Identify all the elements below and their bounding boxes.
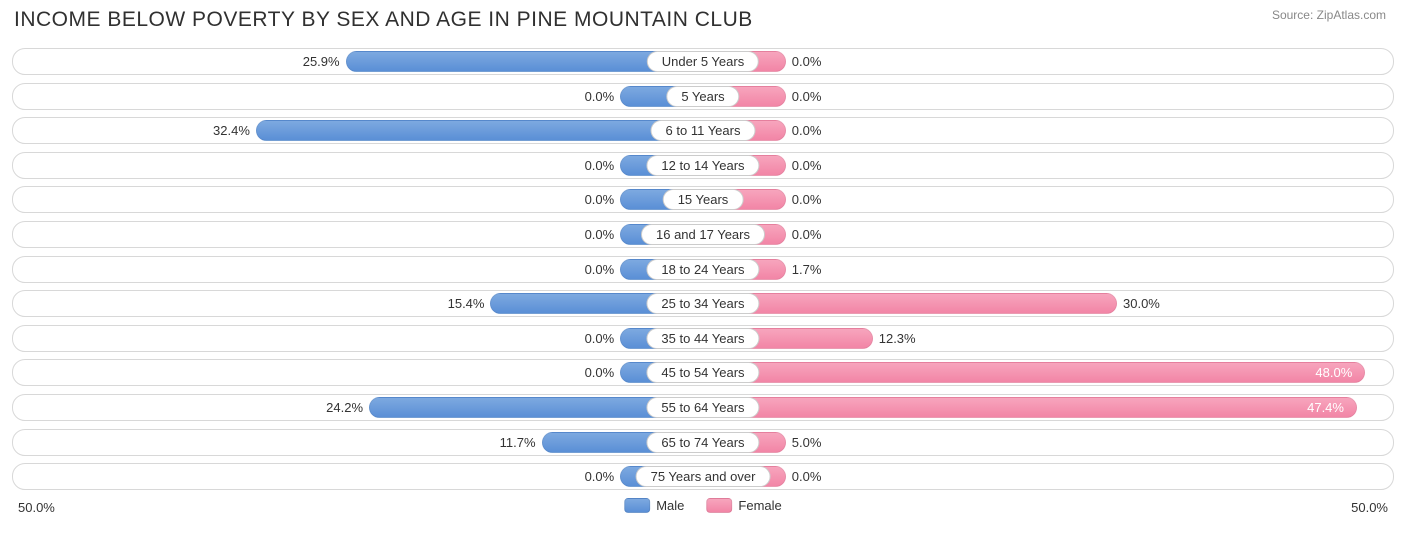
female-bar xyxy=(703,362,1365,383)
category-label: Under 5 Years xyxy=(647,51,759,72)
category-label: 12 to 14 Years xyxy=(646,155,759,176)
category-label: 65 to 74 Years xyxy=(646,432,759,453)
male-value-label: 0.0% xyxy=(585,464,615,489)
category-label: 55 to 64 Years xyxy=(646,397,759,418)
chart-row: 0.0% 0.0% 12 to 14 Years xyxy=(12,152,1394,179)
chart-row: 0.0% 12.3% 35 to 44 Years xyxy=(12,325,1394,352)
legend-female-label: Female xyxy=(738,498,781,513)
chart-row: 0.0% 0.0% 16 and 17 Years xyxy=(12,221,1394,248)
male-swatch-icon xyxy=(624,498,650,513)
male-bar xyxy=(256,120,703,141)
female-bar xyxy=(703,293,1117,314)
legend-female: Female xyxy=(706,498,781,513)
axis-row: 50.0% 50.0% Male Female xyxy=(12,498,1394,520)
chart-row: 0.0% 0.0% 75 Years and over xyxy=(12,463,1394,490)
chart-row: 0.0% 0.0% 5 Years xyxy=(12,83,1394,110)
source-attribution: Source: ZipAtlas.com xyxy=(1272,8,1386,22)
male-value-label: 0.0% xyxy=(585,222,615,247)
female-swatch-icon xyxy=(706,498,732,513)
female-value-label: 0.0% xyxy=(792,464,822,489)
chart-row: 0.0% 0.0% 15 Years xyxy=(12,186,1394,213)
male-value-label: 0.0% xyxy=(585,187,615,212)
female-value-label: 0.0% xyxy=(792,187,822,212)
legend-male-label: Male xyxy=(656,498,684,513)
legend-male: Male xyxy=(624,498,684,513)
category-label: 45 to 54 Years xyxy=(646,362,759,383)
female-value-label: 30.0% xyxy=(1123,291,1160,316)
male-value-label: 11.7% xyxy=(500,430,536,455)
female-value-label: 0.0% xyxy=(792,222,822,247)
category-label: 18 to 24 Years xyxy=(646,259,759,280)
chart-row: 25.9% 0.0% Under 5 Years xyxy=(12,48,1394,75)
category-label: 15 Years xyxy=(663,189,744,210)
axis-right-label: 50.0% xyxy=(1351,500,1388,515)
chart-row: 24.2% 47.4% 55 to 64 Years xyxy=(12,394,1394,421)
poverty-chart: 25.9% 0.0% Under 5 Years 0.0% 0.0% 5 Years 32.… xyxy=(12,48,1394,520)
female-value-label: 5.0% xyxy=(792,430,822,455)
category-label: 16 and 17 Years xyxy=(641,224,765,245)
female-value-label: 0.0% xyxy=(792,153,822,178)
chart-row: 11.7% 5.0% 65 to 74 Years xyxy=(12,429,1394,456)
legend: Male Female xyxy=(624,498,782,513)
chart-row: 0.0% 48.0% 45 to 54 Years xyxy=(12,359,1394,386)
category-label: 75 Years and over xyxy=(636,466,771,487)
female-value-label: 1.7% xyxy=(792,257,822,282)
female-value-label: 0.0% xyxy=(792,49,822,74)
male-value-label: 0.0% xyxy=(585,153,615,178)
male-value-label: 0.0% xyxy=(585,257,615,282)
chart-row: 0.0% 1.7% 18 to 24 Years xyxy=(12,256,1394,283)
female-value-label: 47.4% xyxy=(1307,395,1344,420)
female-bar xyxy=(703,397,1357,418)
category-label: 35 to 44 Years xyxy=(646,328,759,349)
male-value-label: 0.0% xyxy=(585,360,615,385)
male-value-label: 15.4% xyxy=(448,291,485,316)
female-value-label: 0.0% xyxy=(792,118,822,143)
male-value-label: 24.2% xyxy=(326,395,363,420)
category-label: 5 Years xyxy=(666,86,739,107)
female-value-label: 12.3% xyxy=(879,326,916,351)
female-value-label: 48.0% xyxy=(1315,360,1352,385)
male-value-label: 0.0% xyxy=(585,326,615,351)
category-label: 6 to 11 Years xyxy=(651,120,756,141)
female-value-label: 0.0% xyxy=(792,84,822,109)
male-value-label: 32.4% xyxy=(213,118,250,143)
category-label: 25 to 34 Years xyxy=(646,293,759,314)
male-value-label: 25.9% xyxy=(303,49,340,74)
chart-title: INCOME BELOW POVERTY BY SEX AND AGE IN P… xyxy=(14,8,753,32)
chart-row: 32.4% 0.0% 6 to 11 Years xyxy=(12,117,1394,144)
chart-row: 15.4% 30.0% 25 to 34 Years xyxy=(12,290,1394,317)
male-value-label: 0.0% xyxy=(585,84,615,109)
axis-left-label: 50.0% xyxy=(18,500,55,515)
